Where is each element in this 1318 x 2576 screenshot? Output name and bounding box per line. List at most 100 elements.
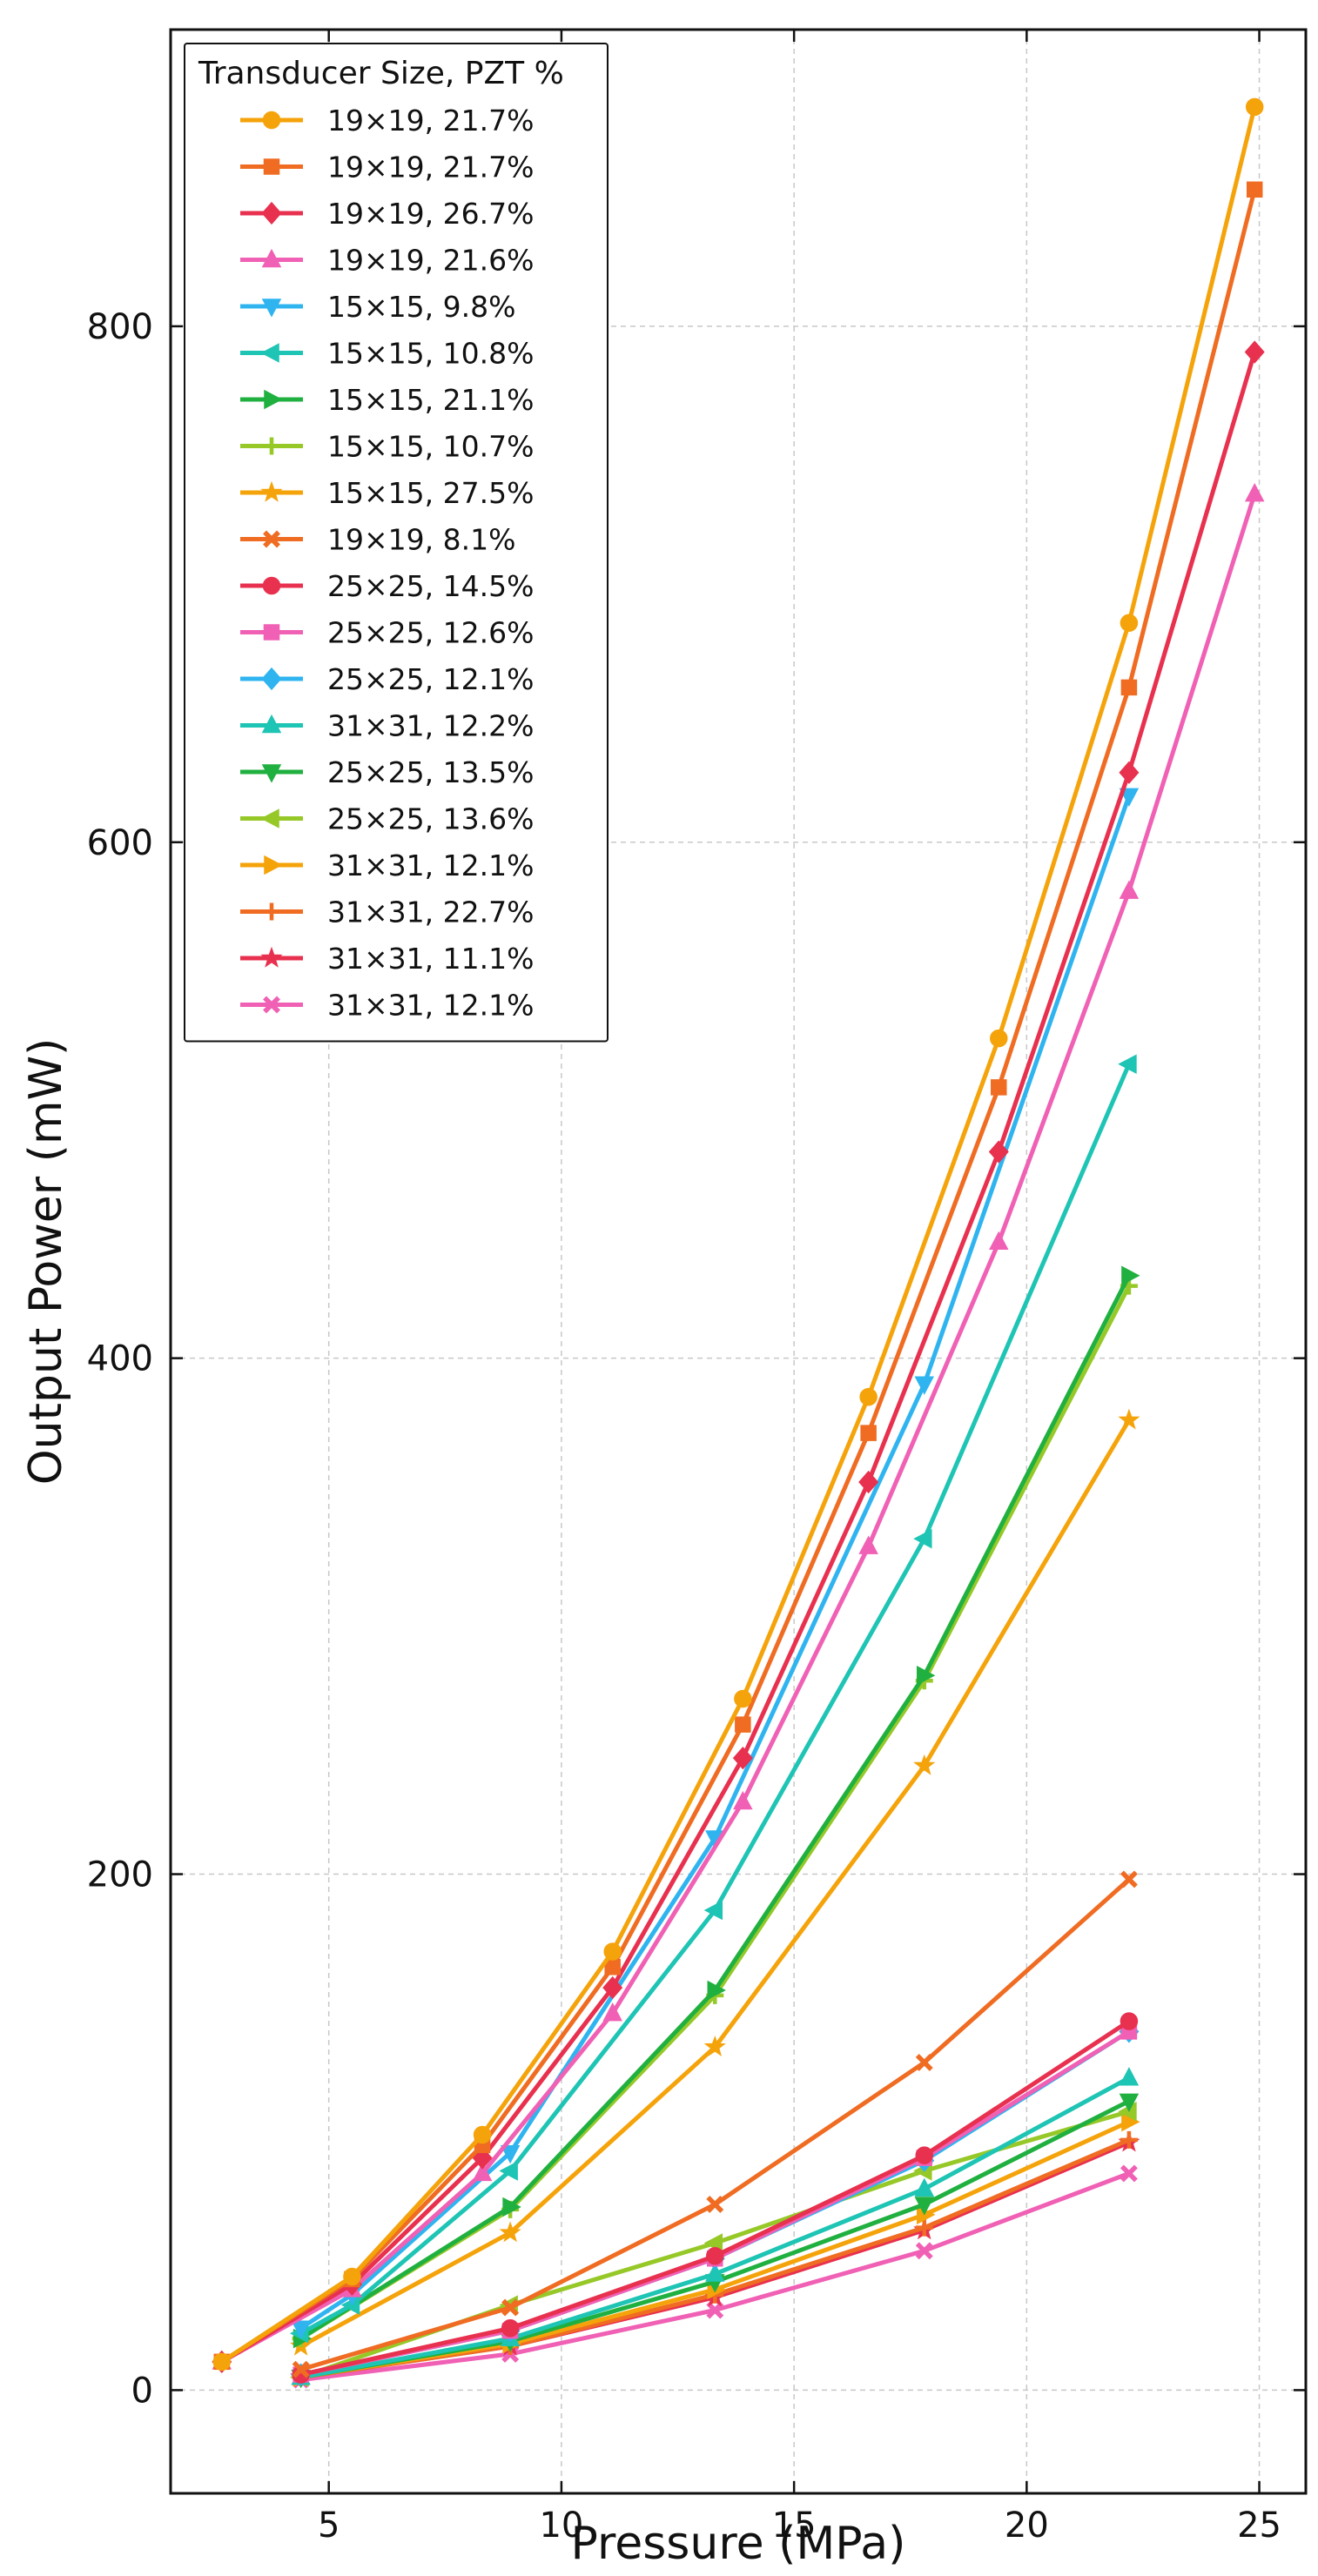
data-point (292, 2360, 310, 2378)
legend-entry: 25×25, 13.5% (240, 755, 534, 789)
data-point (1120, 1870, 1138, 1888)
legend-label: 25×25, 12.6% (327, 616, 534, 650)
legend-entries: 19×19, 21.7% 19×19, 21.7% 19×19, 26.7% 19×1… (240, 104, 534, 1023)
data-point (1119, 2093, 1140, 2113)
y-tick-label: 600 (87, 823, 153, 863)
legend-label: 25×25, 13.6% (327, 802, 534, 836)
data-point (703, 2036, 726, 2056)
data-point (499, 2161, 518, 2181)
legend-swatch-marker (262, 576, 281, 595)
data-point (1119, 880, 1140, 899)
data-point (1119, 761, 1140, 784)
legend-box (184, 43, 609, 1043)
data-point (915, 2054, 933, 2071)
y-tick-label: 200 (87, 1855, 153, 1895)
legend-entry: 15×15, 10.8% (240, 337, 534, 371)
legend-entry: 31×31, 12.2% (240, 709, 534, 743)
legend-swatch-marker (264, 855, 283, 875)
legend-entry: 15×15, 9.8% (240, 290, 515, 324)
legend-entry: 25×25, 14.5% (240, 569, 534, 603)
legend-swatch-marker (260, 480, 283, 502)
data-point (1244, 482, 1265, 502)
data-point (1121, 1265, 1140, 1286)
data-point (1120, 2164, 1138, 2183)
legend-label: 31×31, 12.1% (327, 849, 534, 882)
data-point (343, 2267, 361, 2286)
legend-label: 15×15, 9.8% (327, 290, 515, 324)
data-point (1120, 679, 1138, 696)
data-point (705, 2263, 725, 2282)
data-point (859, 1387, 878, 1406)
data-point (914, 2177, 935, 2197)
x-tick-label: 10 (539, 2506, 583, 2546)
data-point (1246, 181, 1263, 198)
legend-entry: 19×19, 21.7% (240, 104, 534, 138)
legend-label: 31×31, 12.2% (327, 709, 534, 743)
data-point (1118, 1054, 1137, 1074)
legend-label: 25×25, 12.1% (327, 662, 534, 696)
y-tick-label: 0 (131, 2371, 153, 2411)
data-point (989, 1231, 1009, 1251)
legend-label: 19×19, 21.6% (327, 244, 534, 278)
data-point (707, 1980, 726, 2001)
data-point (915, 2242, 933, 2260)
data-point (473, 2125, 492, 2144)
data-point (602, 1976, 623, 2000)
legend-entry: 25×25, 13.6% (240, 802, 534, 836)
x-tick-label: 5 (318, 2506, 340, 2546)
legend-swatch-marker (263, 158, 280, 175)
x-tick-label: 15 (772, 2506, 817, 2546)
legend-entry: 31×31, 12.1% (240, 849, 534, 882)
data-point (1245, 97, 1264, 117)
data-point (499, 2221, 521, 2243)
legend-entry: 19×19, 21.7% (240, 151, 534, 184)
data-point (1119, 788, 1140, 808)
legend-entry: 19×19, 8.1% (240, 523, 515, 557)
data-point (733, 1790, 753, 1810)
legend-swatch-marker (263, 437, 280, 455)
series-7 (293, 1265, 1140, 2349)
data-point (735, 1716, 751, 1733)
data-point (706, 2196, 724, 2213)
data-point (991, 1079, 1007, 1096)
legend-entry: 25×25, 12.1% (240, 662, 534, 696)
data-point (860, 1425, 877, 1441)
legend-swatch-marker (261, 299, 282, 318)
legend-swatch-marker (263, 624, 280, 641)
data-point (915, 2146, 934, 2164)
plot-frame (169, 28, 1308, 2495)
legend: Transducer Size, PZT % 19×19, 21.7%19×19… (184, 43, 609, 1043)
data-point (1120, 2130, 1138, 2149)
x-axis-label: Pressure (MPa) (571, 2518, 906, 2570)
data-point (988, 1140, 1009, 1164)
legend-label: 31×31, 22.7% (327, 896, 534, 929)
data-point (913, 1754, 936, 1775)
legend-swatch-marker (264, 389, 283, 410)
legend-entry: 31×31, 22.7% (240, 896, 534, 929)
legend-swatch-marker (261, 764, 282, 783)
legend-swatch-marker (262, 111, 281, 130)
data-point (1119, 2067, 1140, 2086)
data-point (858, 1470, 879, 1494)
legend-label: 19×19, 26.7% (327, 197, 534, 231)
legend-entry: 31×31, 12.1% (240, 989, 534, 1023)
data-point (501, 2319, 520, 2338)
series-layer (212, 97, 1265, 2389)
data-point (703, 1900, 723, 1921)
series-1 (212, 97, 1264, 2371)
legend-swatch-marker (263, 530, 280, 548)
data-point (732, 1747, 753, 1770)
y-axis-label: Output Power (mW) (20, 1038, 72, 1486)
legend-label: 19×19, 8.1% (327, 523, 515, 557)
legend-label: 15×15, 10.8% (327, 337, 534, 371)
legend-entry: 15×15, 21.1% (240, 383, 534, 417)
data-point (1120, 2012, 1139, 2030)
legend-swatch-marker (260, 808, 279, 828)
data-point (603, 1942, 622, 1961)
legend-entry: 15×15, 10.7% (240, 430, 534, 464)
series-line (299, 1063, 1132, 2336)
data-point (501, 2298, 520, 2317)
data-point (914, 2197, 935, 2216)
legend-label: 19×19, 21.7% (327, 104, 534, 138)
